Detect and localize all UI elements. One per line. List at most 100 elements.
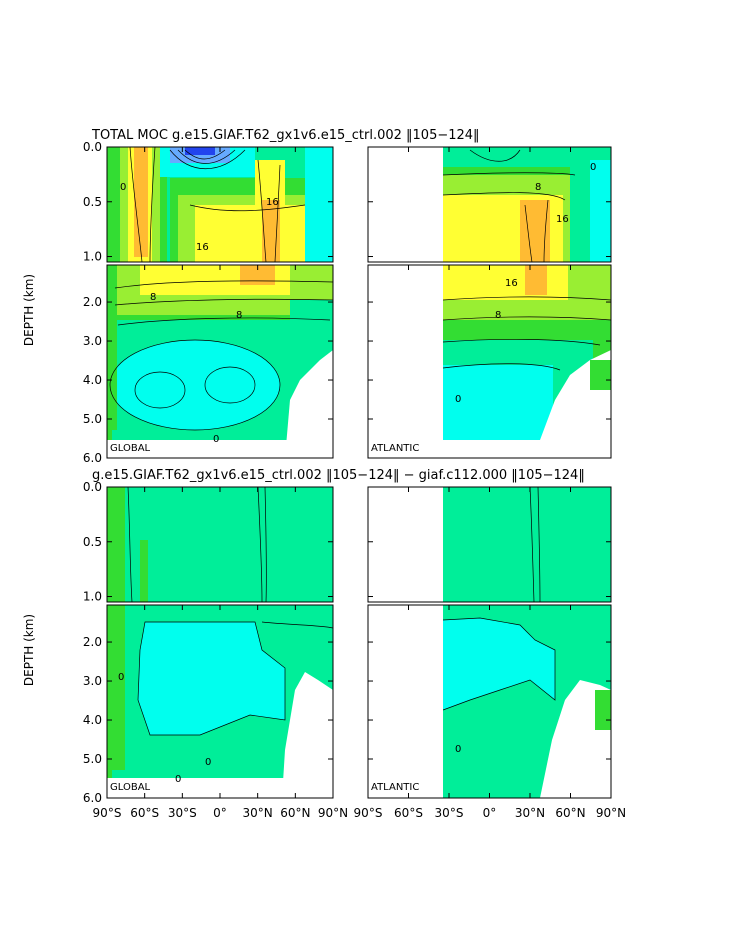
field-band [195, 205, 305, 262]
y-tick-label: 4.0 [83, 373, 102, 387]
y-tick-label: 4.0 [83, 713, 102, 727]
contour-line [442, 316, 611, 321]
field-band [112, 430, 282, 440]
contour-label: 0 [455, 744, 461, 755]
contour-line [114, 280, 333, 289]
land-mask [368, 487, 443, 602]
field-band [134, 147, 148, 257]
contour-line [529, 487, 535, 602]
contour-line [257, 487, 263, 602]
x-tick-label: 60°S [394, 806, 423, 820]
x-tick-label: 90°N [596, 806, 626, 820]
field-band [185, 147, 215, 155]
contour-label: 16 [505, 278, 518, 289]
field-band [443, 365, 553, 440]
contour-label: 0 [118, 672, 124, 683]
contour-label: 8 [150, 292, 156, 303]
contour-line [184, 149, 226, 160]
top-title: TOTAL MOC g.e15.GIAF.T62_gx1v6.e15_ctrl.… [91, 128, 480, 143]
field-band [107, 605, 125, 798]
y-tick-label: 5.0 [83, 412, 102, 426]
field-bg [443, 487, 611, 602]
contour-line [189, 204, 306, 212]
land-mask [368, 265, 443, 458]
y-tick-label: 2.0 [83, 295, 102, 309]
contour-line [114, 298, 333, 306]
diff-atlantic-lower-field [442, 605, 611, 798]
field-band [525, 265, 547, 295]
contour-label: 0 [213, 434, 219, 445]
y-axis-label: DEPTH (km) [22, 274, 36, 346]
contour-label: 0 [175, 774, 181, 785]
contour-label: 0 [120, 182, 126, 193]
contour-line [469, 149, 521, 162]
contour-label: 0 [205, 757, 211, 768]
y-tick-label: 3.0 [83, 674, 102, 688]
contour-line [442, 363, 561, 371]
contour-line [117, 317, 331, 326]
contour-line [109, 339, 281, 431]
contour-line [543, 199, 549, 262]
x-tick-label: 0° [483, 806, 497, 820]
field-band [305, 147, 333, 262]
x-tick-label: 60°S [130, 806, 159, 820]
contour-label: 8 [236, 310, 242, 321]
land-mask [368, 605, 443, 798]
y-tick-label: 5.0 [83, 752, 102, 766]
contour-line [129, 147, 143, 262]
contour-label: 16 [266, 197, 279, 208]
diff-atlantic-upper-field [443, 487, 611, 602]
field-band [595, 690, 611, 730]
field-band [443, 618, 555, 710]
field-band [443, 147, 611, 167]
global-upper-field [107, 147, 333, 262]
contour-label: 8 [495, 310, 501, 321]
field-band [240, 265, 275, 285]
field-band [140, 540, 148, 602]
field-band [112, 770, 280, 778]
y-tick-label: 2.0 [83, 635, 102, 649]
panel-label-global: GLOBAL [110, 782, 151, 793]
panel-label-atlantic: ATLANTIC [371, 443, 419, 454]
y-tick-label: 0.5 [83, 195, 102, 209]
contour-line [264, 487, 267, 602]
land-mask [540, 680, 611, 798]
contour-line [442, 296, 611, 301]
x-tick-label: 30°N [243, 806, 273, 820]
contour-line [442, 338, 601, 346]
contour-line [442, 172, 576, 176]
atlantic-lower-field [442, 265, 611, 458]
y-tick-label: 1.0 [83, 590, 102, 604]
contour-label: 16 [196, 242, 209, 253]
y-tick-label: 3.0 [83, 334, 102, 348]
contour-line [524, 204, 533, 262]
y-tick-label: 6.0 [83, 791, 102, 805]
panel-label-global: GLOBAL [110, 443, 151, 454]
x-tick-label: 90°N [318, 806, 348, 820]
field-band [107, 265, 117, 458]
y-tick-label: 6.0 [83, 451, 102, 465]
land-mask [368, 147, 443, 262]
x-tick-label: 60°N [555, 806, 585, 820]
contour-line [127, 487, 133, 602]
field-band [443, 265, 568, 300]
field-band [107, 487, 125, 602]
land-mask [285, 350, 333, 458]
x-tick-label: 30°S [168, 806, 197, 820]
x-tick-label: 30°S [435, 806, 464, 820]
global-lower-field [107, 265, 333, 458]
atlantic-upper-field [442, 147, 611, 262]
field-band [590, 360, 611, 390]
land-mask [107, 440, 333, 458]
contour-line [169, 149, 246, 170]
y-tick-label: 0.0 [83, 140, 102, 154]
contour-line [204, 366, 256, 404]
land-mask [282, 672, 333, 798]
contour-line [257, 159, 267, 262]
contour-line [261, 621, 333, 629]
panel-label-atlantic: ATLANTIC [371, 782, 419, 793]
y-tick-label: 0.0 [83, 480, 102, 494]
contour-label: 0 [455, 394, 461, 405]
field-band [590, 160, 611, 262]
